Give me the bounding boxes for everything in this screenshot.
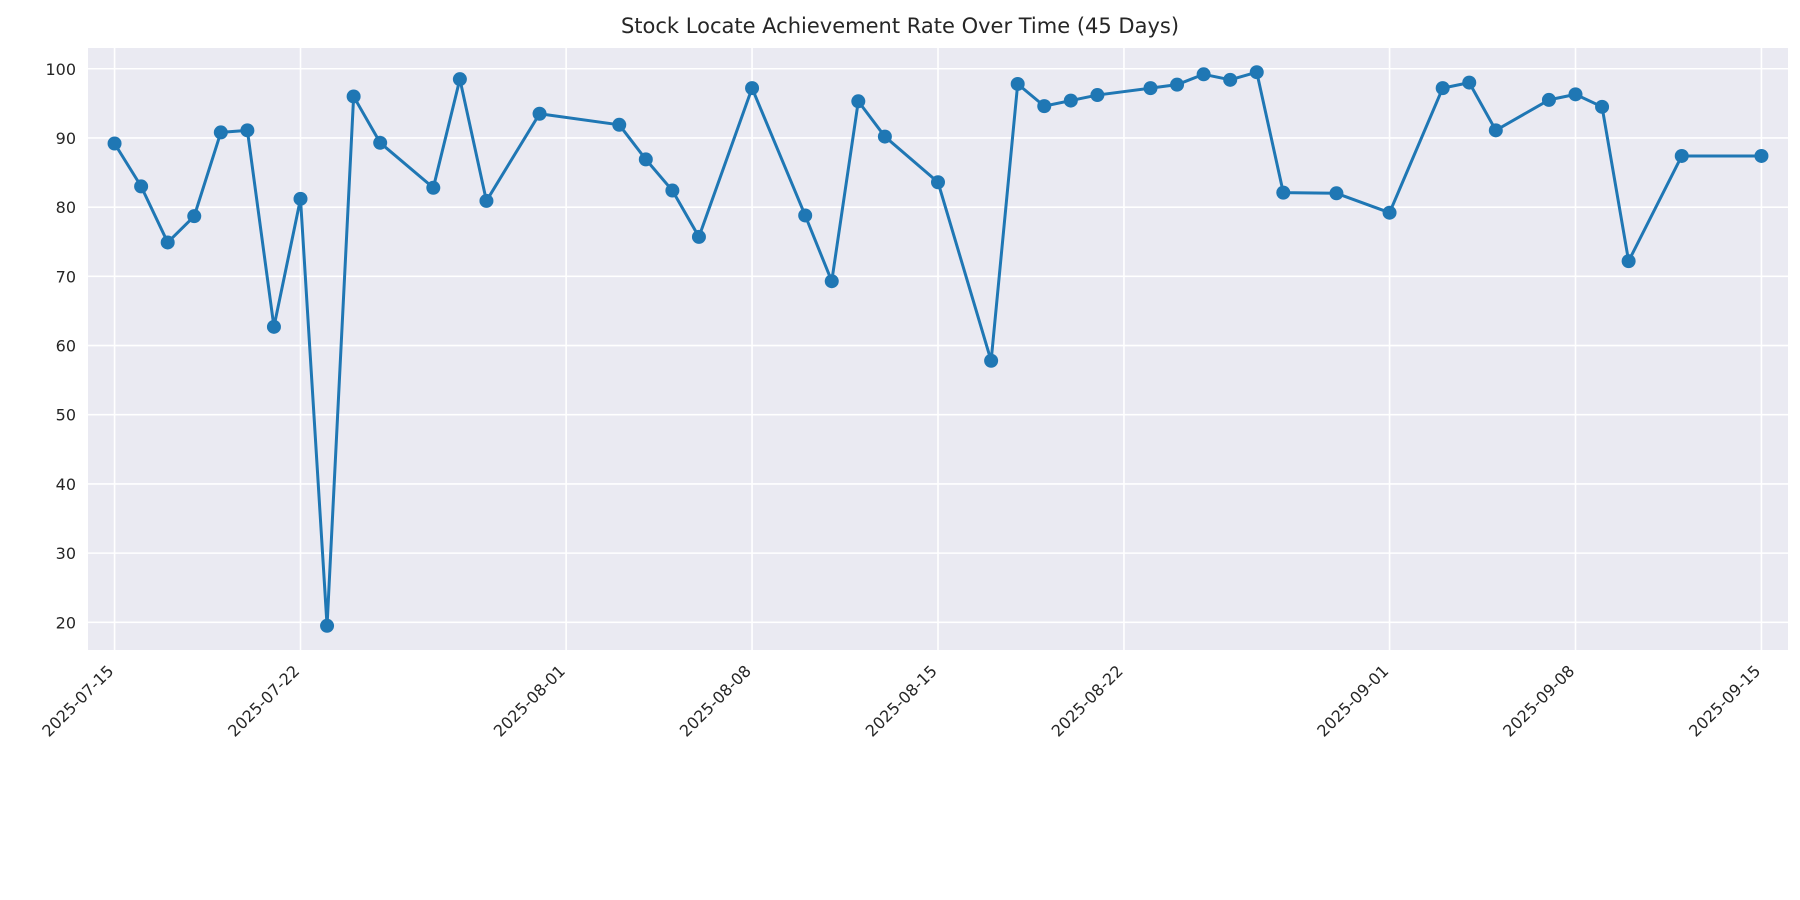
data-point bbox=[824, 274, 839, 289]
data-point bbox=[240, 123, 255, 138]
data-point bbox=[931, 175, 945, 190]
data-point bbox=[1754, 148, 1769, 163]
data-point bbox=[320, 618, 335, 633]
data-point bbox=[1196, 67, 1211, 82]
data-point bbox=[160, 235, 175, 250]
data-point bbox=[1435, 81, 1450, 96]
data-point bbox=[426, 180, 441, 195]
data-series-group bbox=[107, 65, 1769, 633]
data-point bbox=[1170, 77, 1185, 92]
data-point bbox=[1090, 88, 1105, 103]
x-tick-label: 2025-08-22 bbox=[1048, 661, 1127, 740]
x-tick-label: 2025-09-01 bbox=[1313, 661, 1392, 740]
data-point bbox=[479, 193, 494, 208]
y-tick-label: 60 bbox=[56, 337, 76, 356]
data-point bbox=[452, 72, 467, 87]
data-point bbox=[851, 94, 866, 109]
data-point bbox=[1329, 186, 1344, 201]
data-point bbox=[134, 179, 149, 194]
y-axis-tick-labels: 20 30 40 50 60 70 80 90 100 bbox=[45, 60, 76, 633]
y-tick-label: 100 bbox=[45, 60, 76, 79]
x-tick-label: 2025-08-15 bbox=[862, 661, 941, 740]
data-point bbox=[1249, 65, 1264, 80]
data-point bbox=[1063, 93, 1078, 108]
x-tick-label: 2025-07-22 bbox=[224, 661, 303, 740]
x-axis-tick-labels: 2025-07-15 2025-07-22 2025-08-01 2025-08-08… bbox=[38, 661, 1764, 740]
y-tick-label: 80 bbox=[56, 198, 76, 217]
data-point bbox=[1488, 123, 1503, 138]
y-tick-label: 20 bbox=[56, 613, 76, 632]
data-point bbox=[877, 129, 892, 144]
data-point bbox=[1010, 76, 1025, 91]
data-point bbox=[612, 117, 627, 132]
x-tick-label: 2025-08-08 bbox=[676, 661, 755, 740]
data-point bbox=[1674, 148, 1689, 163]
y-tick-label: 90 bbox=[56, 129, 76, 148]
data-point bbox=[1541, 92, 1556, 107]
data-point bbox=[373, 135, 388, 150]
data-point bbox=[107, 136, 122, 151]
data-point bbox=[266, 319, 281, 334]
data-point bbox=[187, 209, 202, 224]
chart-title: Stock Locate Achievement Rate Over Time … bbox=[620, 14, 1180, 38]
data-point bbox=[1223, 72, 1238, 87]
data-point bbox=[1037, 99, 1052, 114]
data-point bbox=[1382, 205, 1397, 220]
data-point bbox=[346, 89, 361, 104]
y-tick-label: 40 bbox=[56, 475, 76, 494]
data-point bbox=[213, 125, 228, 140]
data-point bbox=[638, 152, 653, 167]
y-tick-label: 70 bbox=[56, 267, 76, 286]
x-tick-label: 2025-09-08 bbox=[1499, 661, 1578, 740]
y-tick-label: 30 bbox=[56, 544, 76, 563]
y-tick-label: 50 bbox=[56, 406, 76, 425]
data-point bbox=[798, 208, 813, 223]
x-tick-label: 2025-08-01 bbox=[490, 661, 569, 740]
data-point bbox=[293, 191, 308, 206]
data-point bbox=[1143, 81, 1158, 96]
data-point bbox=[532, 106, 547, 121]
data-point bbox=[1621, 254, 1636, 269]
data-point bbox=[665, 183, 680, 198]
x-tick-label: 2025-09-15 bbox=[1685, 661, 1764, 740]
data-point bbox=[745, 81, 760, 96]
data-point bbox=[984, 353, 999, 368]
data-point bbox=[1462, 75, 1477, 90]
grid-lines bbox=[88, 48, 1788, 650]
data-point bbox=[1568, 87, 1583, 102]
data-point bbox=[691, 229, 706, 244]
data-point bbox=[1595, 99, 1610, 114]
data-point bbox=[1276, 185, 1291, 200]
x-tick-label: 2025-07-15 bbox=[38, 661, 117, 740]
